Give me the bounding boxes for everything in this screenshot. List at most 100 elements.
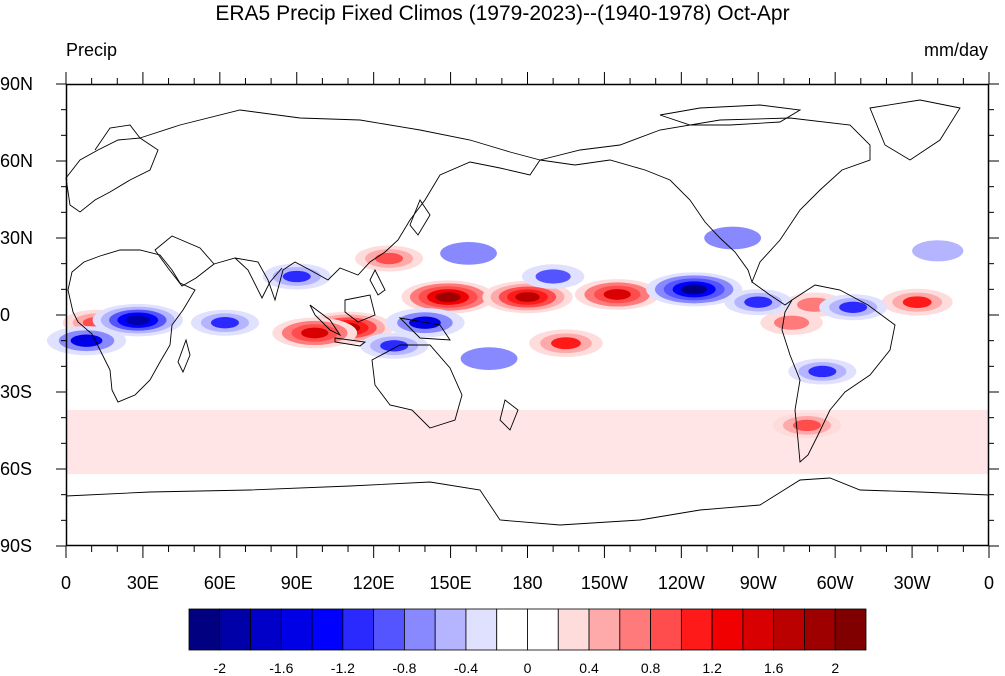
anomaly-region-7 — [551, 337, 581, 350]
anomaly-region-8 — [773, 315, 810, 330]
colorbar-tick-label: 0.4 — [579, 660, 599, 676]
lon-label: 90W — [739, 573, 777, 593]
lon-label: 0 — [983, 573, 994, 593]
coast-northamerica — [539, 117, 871, 284]
lon-label: 150W — [580, 573, 628, 593]
anomaly-region-12 — [70, 334, 103, 347]
lon-label: 30W — [893, 573, 931, 593]
coast-greenland — [869, 99, 961, 161]
coast-southamerica — [781, 284, 896, 463]
anomaly-region-14 — [282, 270, 311, 283]
lat-label: 90S — [0, 536, 33, 556]
lat-label: 90N — [0, 74, 34, 94]
lon-label: 60E — [203, 573, 236, 593]
colorbar-box — [434, 608, 467, 651]
colorbar-box — [404, 608, 436, 651]
anomaly-region-0 — [435, 292, 461, 302]
coast-arabia — [154, 235, 215, 287]
colorbar-box — [527, 608, 559, 651]
anomaly-region-6 — [375, 252, 404, 265]
southern-ocean-band — [66, 409, 989, 475]
colorbar-box — [280, 608, 313, 651]
coastline-layer — [65, 99, 990, 526]
coast-australia — [371, 344, 463, 429]
colorbar-tick-label: -0.4 — [453, 660, 479, 676]
anomaly-region-22 — [808, 365, 837, 378]
coast-nz — [499, 399, 519, 431]
colorbar-box — [834, 608, 867, 651]
lat-label: 30S — [0, 382, 33, 402]
colorbar-tick-label: 0 — [523, 660, 532, 676]
colorbar-box — [342, 608, 375, 651]
colorbar-tick-label: 1.6 — [763, 660, 784, 676]
anomaly-region-26 — [460, 347, 518, 371]
anomaly-region-2 — [603, 289, 631, 300]
coast-antarctica — [65, 477, 990, 526]
contour-fill-layer — [46, 226, 989, 475]
coast-madagascar — [177, 338, 191, 374]
colorbar-box — [557, 608, 590, 651]
coast-java — [334, 337, 367, 347]
colorbar-box — [219, 608, 251, 651]
lat-label: 60S — [0, 459, 33, 479]
coast-philippines — [369, 268, 386, 296]
anomaly-region-15 — [210, 317, 239, 329]
colorbar-box — [711, 608, 744, 651]
colorbar-tick-label: 2 — [831, 660, 840, 676]
lat-label: 60N — [0, 151, 34, 171]
coast-borneo — [344, 294, 376, 323]
lon-label: 30E — [126, 573, 159, 593]
anomaly-region-13 — [125, 315, 151, 325]
colorbar-tick-label: 0.8 — [640, 660, 661, 676]
anomaly-region-4 — [301, 327, 329, 339]
colorbar-box — [188, 608, 221, 651]
map-title: ERA5 Precip Fixed Climos (1979-2023)--(1… — [215, 2, 790, 25]
lon-label: 90E — [280, 573, 313, 593]
lat-label: 30N — [0, 228, 34, 248]
coast-japan — [409, 199, 431, 236]
colorbar-tick-label: -1.2 — [330, 660, 355, 676]
variable-label: Precip — [66, 40, 118, 60]
coast-sumatra — [309, 304, 342, 337]
colorbar-tick-label: -0.8 — [392, 660, 417, 676]
anomaly-region-1 — [515, 292, 540, 302]
anomaly-region-25 — [912, 240, 964, 262]
colorbar-box — [311, 608, 344, 651]
coast-india — [234, 257, 283, 300]
lat-label: 0 — [0, 305, 11, 325]
colorbar-box — [650, 608, 682, 651]
colorbar-tick-label: -2 — [213, 660, 226, 676]
coast-africa — [67, 249, 196, 403]
anomaly-region-23 — [839, 301, 868, 313]
colorbar-tick-label: -1.6 — [269, 660, 294, 676]
coast-scandinavia — [94, 124, 141, 151]
anomaly-region-24 — [704, 226, 762, 250]
anomaly-region-11 — [792, 419, 821, 432]
colorbar-box — [742, 608, 775, 651]
lon-label: 60W — [816, 573, 854, 593]
lon-label: 180 — [512, 573, 543, 593]
anomaly-region-17 — [380, 340, 409, 352]
colorbar-tick-label: 1.2 — [702, 660, 722, 676]
lon-label: 150E — [429, 573, 472, 593]
coast-centralamerica — [751, 281, 793, 306]
colorbar-box — [588, 608, 621, 651]
coast-europe — [65, 137, 159, 213]
anomaly-region-21 — [744, 296, 773, 308]
colorbar-box — [373, 608, 405, 651]
lon-label: 120E — [352, 573, 395, 593]
coast-arctic-islands — [659, 104, 802, 126]
colorbar — [188, 608, 867, 651]
units-label: mm/day — [923, 40, 988, 60]
anomaly-region-19 — [535, 269, 571, 284]
colorbar-box — [804, 608, 836, 651]
anomaly-region-10 — [902, 296, 932, 308]
lon-label: 120W — [657, 573, 705, 593]
colorbar-box — [773, 608, 805, 651]
anomaly-region-20 — [440, 242, 497, 265]
map-frame — [65, 83, 990, 547]
coast-asia — [139, 109, 541, 302]
tick-layer — [56, 72, 999, 558]
colorbar-box — [496, 608, 528, 651]
